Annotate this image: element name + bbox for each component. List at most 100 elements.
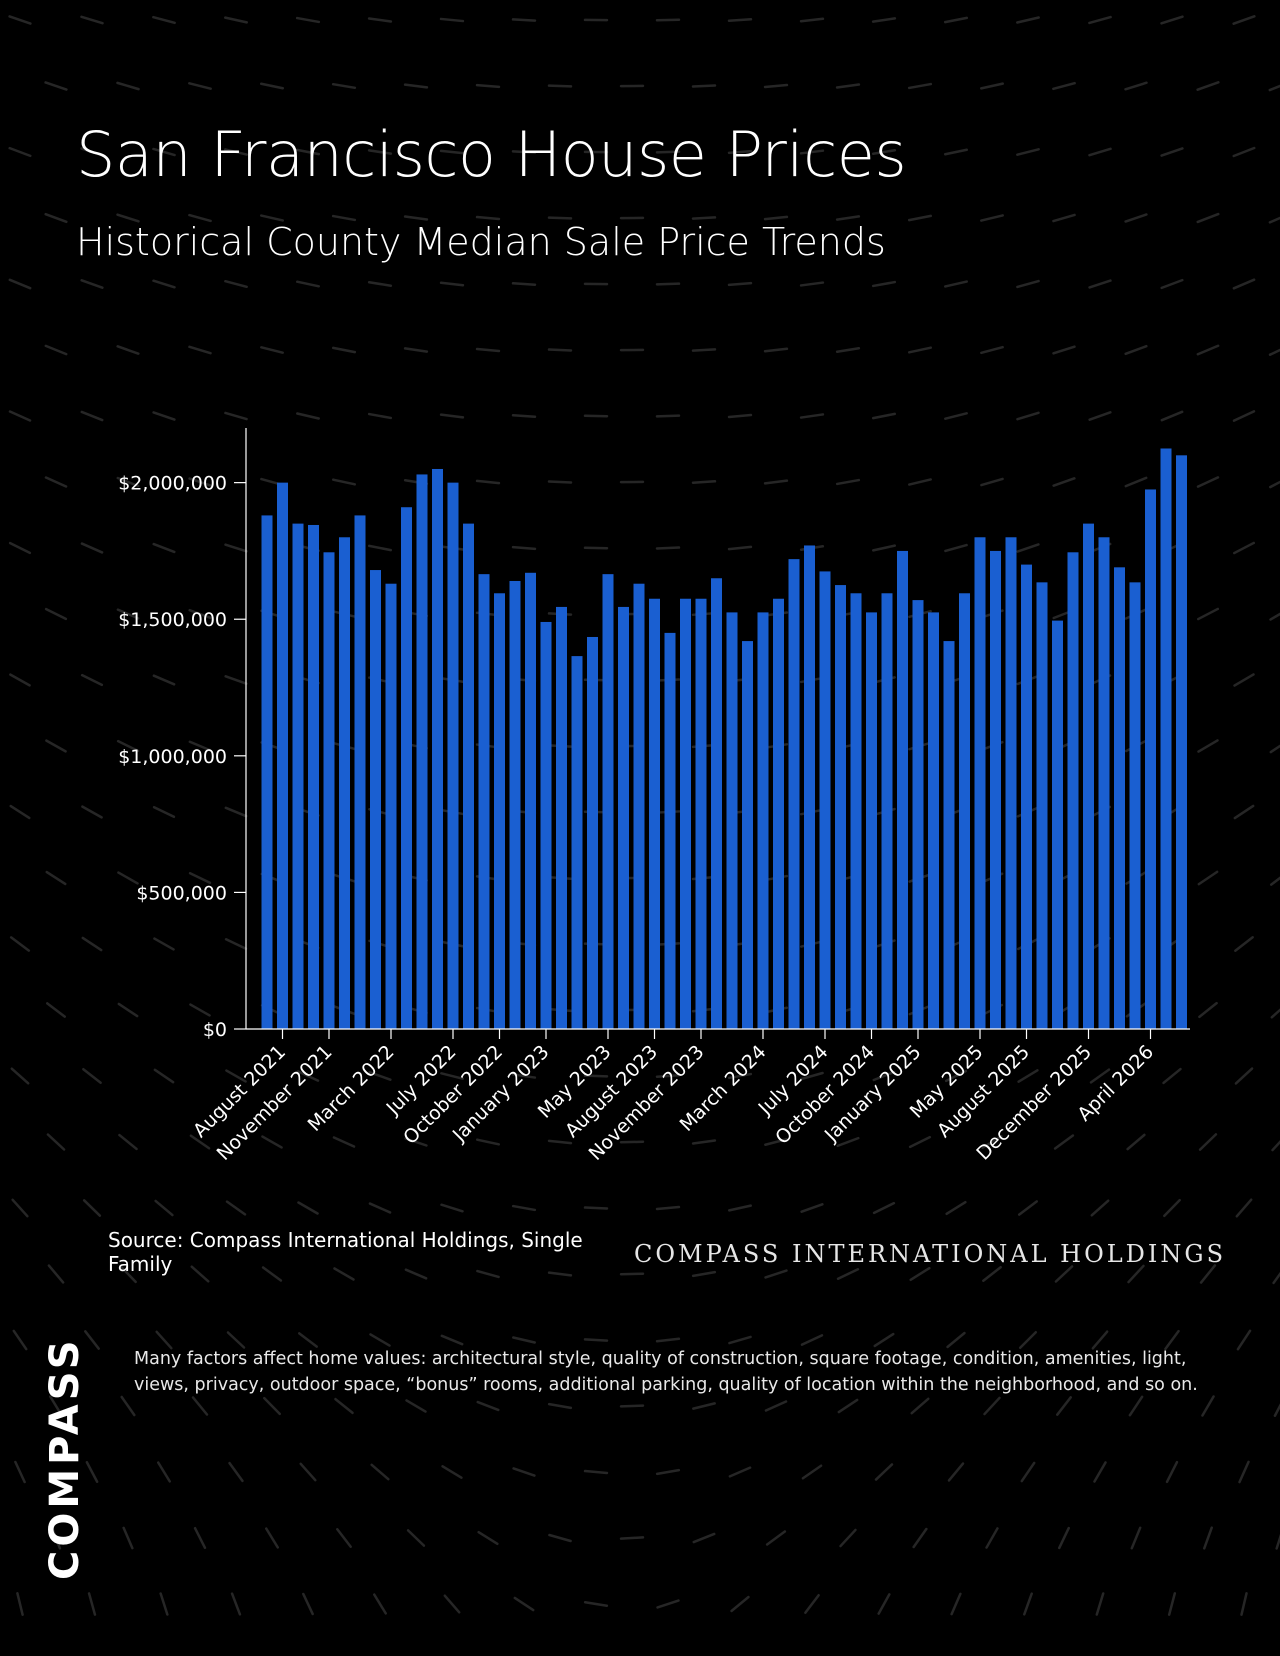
background-dash [368,1071,392,1081]
background-dash [692,1402,716,1410]
background-dash [727,281,753,287]
background-dash [443,1594,461,1614]
background-dash [1130,1526,1142,1550]
background-dash [1234,936,1254,952]
background-dash [655,150,681,154]
background-dash [1018,1330,1038,1350]
bar [525,572,536,1029]
bar [664,632,676,1029]
background-dash [691,1139,717,1145]
bar [928,612,939,1029]
background-dash [764,1400,788,1412]
bar [680,598,691,1029]
background-dash [155,1330,173,1350]
background-dash [1199,1264,1217,1284]
bar [1098,537,1110,1029]
background-dash [265,1527,279,1549]
background-dash [403,83,429,89]
background-dash [16,1592,24,1616]
background-dash [655,414,681,418]
bar [292,523,304,1029]
background-dash [909,1266,931,1282]
background-dash [547,480,573,484]
background-dash [1197,870,1219,886]
background-dash [548,1533,572,1543]
page-subtitle: Historical County Median Sale Price Tren… [76,220,886,264]
background-dash [583,1338,609,1342]
background-dash [583,1600,609,1608]
bar [990,550,1001,1029]
background-dash [980,477,1004,487]
source-note: Source: Compass International Holdings, … [108,1228,583,1276]
background-dash [439,281,465,287]
bar [633,583,645,1029]
background-dash [120,1395,136,1417]
background-dash [511,545,537,551]
background-dash [1089,1068,1111,1084]
background-dash [655,1337,681,1343]
background-dash [835,215,861,221]
background-dash [511,1073,537,1079]
bar [649,598,660,1029]
background-dash [728,1466,752,1478]
background-dash [872,544,896,552]
background-dash [835,478,861,486]
background-dash [763,479,789,485]
background-dash [583,1469,609,1475]
background-dash [872,1070,896,1082]
background-dash [118,1133,138,1151]
background-dash [82,1199,102,1217]
bar [819,571,831,1029]
background-dash [84,1330,100,1350]
background-dash [152,411,176,421]
background-dash [154,1199,174,1217]
background-dash [1268,84,1280,92]
background-dash [404,1268,428,1280]
background-dash [1232,410,1256,422]
background-dash [1203,1526,1213,1550]
background-dash [225,1200,247,1216]
background-dash [475,347,501,353]
bar [277,482,288,1029]
background-dash [1269,612,1280,621]
background-dash [1268,216,1280,224]
background-dash [46,1133,66,1151]
background-dash [871,148,897,156]
background-dash [655,1468,681,1476]
background-dash [475,83,501,89]
background-dash [512,1336,536,1344]
x-tick-label: December 2025 [972,1041,1096,1165]
background-dash [1196,212,1220,224]
background-dash [10,1067,30,1085]
background-dash [8,15,32,25]
bar [1145,489,1156,1029]
background-dash [1272,1271,1280,1285]
background-dash [943,148,969,156]
background-dash [946,1331,966,1349]
background-dash [547,216,573,220]
background-dash [1198,1001,1218,1019]
bar [897,550,908,1029]
bar [1160,448,1172,1029]
background-dash [655,1205,681,1211]
background-dash [764,1269,788,1279]
background-dash [403,215,429,221]
background-dash [159,1592,169,1616]
background-dash [1053,1134,1075,1150]
y-tick-label: $0 [203,1019,227,1041]
background-dash [188,213,212,223]
background-dash [1023,1592,1033,1616]
background-dash [44,344,68,356]
bar [1005,537,1017,1029]
background-dash [1160,410,1184,422]
background-dash [1052,477,1076,487]
background-dash [728,1335,752,1345]
background-dash [945,1200,967,1216]
background-dash [619,1536,645,1540]
background-dash [727,1072,753,1080]
bar [804,545,815,1029]
background-dash [691,348,717,352]
background-dash [263,1396,281,1416]
background-dash [439,413,465,419]
background-dash [368,1202,392,1214]
